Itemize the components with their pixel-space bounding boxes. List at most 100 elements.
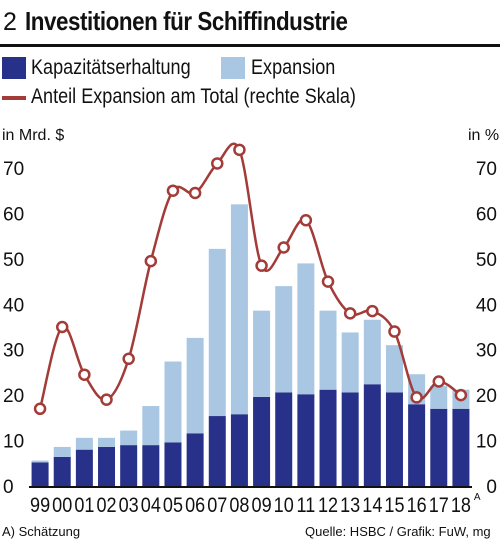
bar-capacity — [319, 389, 337, 486]
bar-capacity — [363, 384, 381, 486]
y-right-tick-label: 30 — [476, 341, 497, 362]
bar-expansion — [253, 310, 271, 397]
x-tick-label: 01 — [74, 494, 94, 518]
x-tick-label: 00 — [52, 494, 72, 518]
chart-header: 2 Investitionen für Schiffindustrie — [0, 0, 500, 44]
x-tick-label: 04 — [141, 494, 161, 518]
bar-capacity — [408, 404, 426, 486]
share-point — [211, 157, 224, 170]
x-tick-label: 08 — [229, 494, 249, 518]
chart-title: Investitionen für Schiffindustrie — [25, 6, 348, 36]
share-point — [78, 368, 91, 381]
y-right-tick-label: 60 — [476, 204, 497, 225]
share-point — [144, 254, 158, 268]
bar-expansion — [75, 437, 93, 450]
bar-expansion — [363, 319, 381, 385]
y-left-tick-label: 20 — [3, 386, 24, 407]
bar-capacity — [186, 433, 204, 486]
y-left-tick-label: 50 — [3, 250, 24, 271]
share-point — [100, 393, 113, 406]
bar-expansion — [430, 386, 448, 409]
x-tick-label: 03 — [119, 494, 139, 518]
bar-expansion — [341, 332, 359, 393]
bar-capacity — [385, 392, 403, 486]
bar-expansion — [98, 437, 116, 447]
footnote-estimate: A) Schätzung — [2, 524, 81, 539]
bar-capacity — [120, 445, 138, 486]
legend-swatch-capacity — [2, 57, 26, 79]
x-tick-label: 10 — [274, 494, 294, 518]
x-tick-label: 12 — [318, 494, 338, 518]
y-left-tick-label: 0 — [3, 477, 14, 498]
share-point — [166, 184, 180, 197]
bar-capacity — [53, 456, 71, 486]
bar-capacity — [208, 416, 226, 486]
bar-capacity — [430, 408, 448, 486]
share-point — [454, 388, 468, 402]
y-right-tick-label: 70 — [476, 159, 497, 180]
y-right-tick-label: 20 — [476, 386, 497, 407]
bar-expansion — [186, 337, 204, 434]
legend-label-capacity: Kapazitätserhaltung — [31, 56, 191, 79]
share-point — [321, 275, 335, 288]
legend-label-expansion: Expansion — [251, 56, 336, 79]
y-left-tick-label: 30 — [3, 341, 24, 362]
bar-expansion — [385, 345, 403, 393]
share-point — [188, 186, 202, 200]
y-left-tick-label: 10 — [3, 432, 24, 453]
x-tick-label: 09 — [252, 494, 272, 518]
title-rule — [0, 44, 500, 47]
bar-capacity — [164, 442, 182, 486]
share-point — [410, 391, 423, 404]
bar-expansion — [31, 460, 49, 463]
share-point — [432, 375, 446, 388]
share-point — [388, 325, 401, 338]
x-footnote-marker: A — [474, 492, 481, 503]
bar-capacity — [253, 396, 271, 486]
y-right-tick-label: 0 — [486, 477, 497, 498]
bar-capacity — [297, 394, 315, 486]
share-point — [277, 241, 290, 254]
y-right-tick-label: 50 — [476, 250, 497, 271]
bar-expansion — [230, 204, 248, 415]
x-tick-label: 13 — [340, 494, 360, 518]
bar-expansion — [208, 248, 226, 417]
x-tick-label: 15 — [384, 494, 404, 518]
share-point — [122, 352, 135, 366]
x-tick-label: 11 — [297, 494, 316, 518]
share-point — [343, 307, 357, 320]
x-tick-label: 06 — [185, 494, 205, 518]
x-tick-label: 16 — [407, 494, 427, 518]
x-tick-label: 17 — [429, 494, 449, 518]
x-tick-label: 07 — [207, 494, 227, 518]
bar-expansion — [297, 263, 315, 395]
x-tick-label: 18 — [451, 494, 471, 518]
bar-expansion — [142, 406, 160, 446]
bar-expansion — [120, 430, 138, 446]
bar-capacity — [230, 414, 248, 486]
bar-expansion — [275, 286, 293, 393]
y-left-tick-label: 70 — [3, 159, 24, 180]
legend-swatch-expansion — [221, 57, 245, 79]
bar-capacity — [341, 392, 359, 486]
share-point — [255, 259, 268, 272]
legend-swatch-share — [2, 96, 26, 100]
left-axis-unit: in Mrd. $ — [2, 127, 65, 144]
bar-capacity — [142, 445, 160, 486]
y-right-tick-label: 40 — [476, 295, 497, 316]
bar-expansion — [164, 361, 182, 443]
right-axis-unit: in % — [468, 127, 500, 144]
bar-capacity — [275, 392, 293, 486]
bar-expansion — [319, 310, 337, 390]
legend-label-share: Anteil Expansion am Total (rechte Skala) — [31, 85, 356, 108]
bar-capacity — [452, 408, 470, 486]
share-point — [55, 320, 69, 334]
y-left-tick-label: 60 — [3, 204, 24, 225]
share-point — [366, 304, 379, 318]
share-point — [233, 143, 246, 157]
share-point — [299, 213, 313, 227]
y-left-tick-label: 40 — [3, 295, 24, 316]
x-tick-label: 05 — [163, 494, 183, 518]
bar-expansion — [53, 446, 71, 457]
